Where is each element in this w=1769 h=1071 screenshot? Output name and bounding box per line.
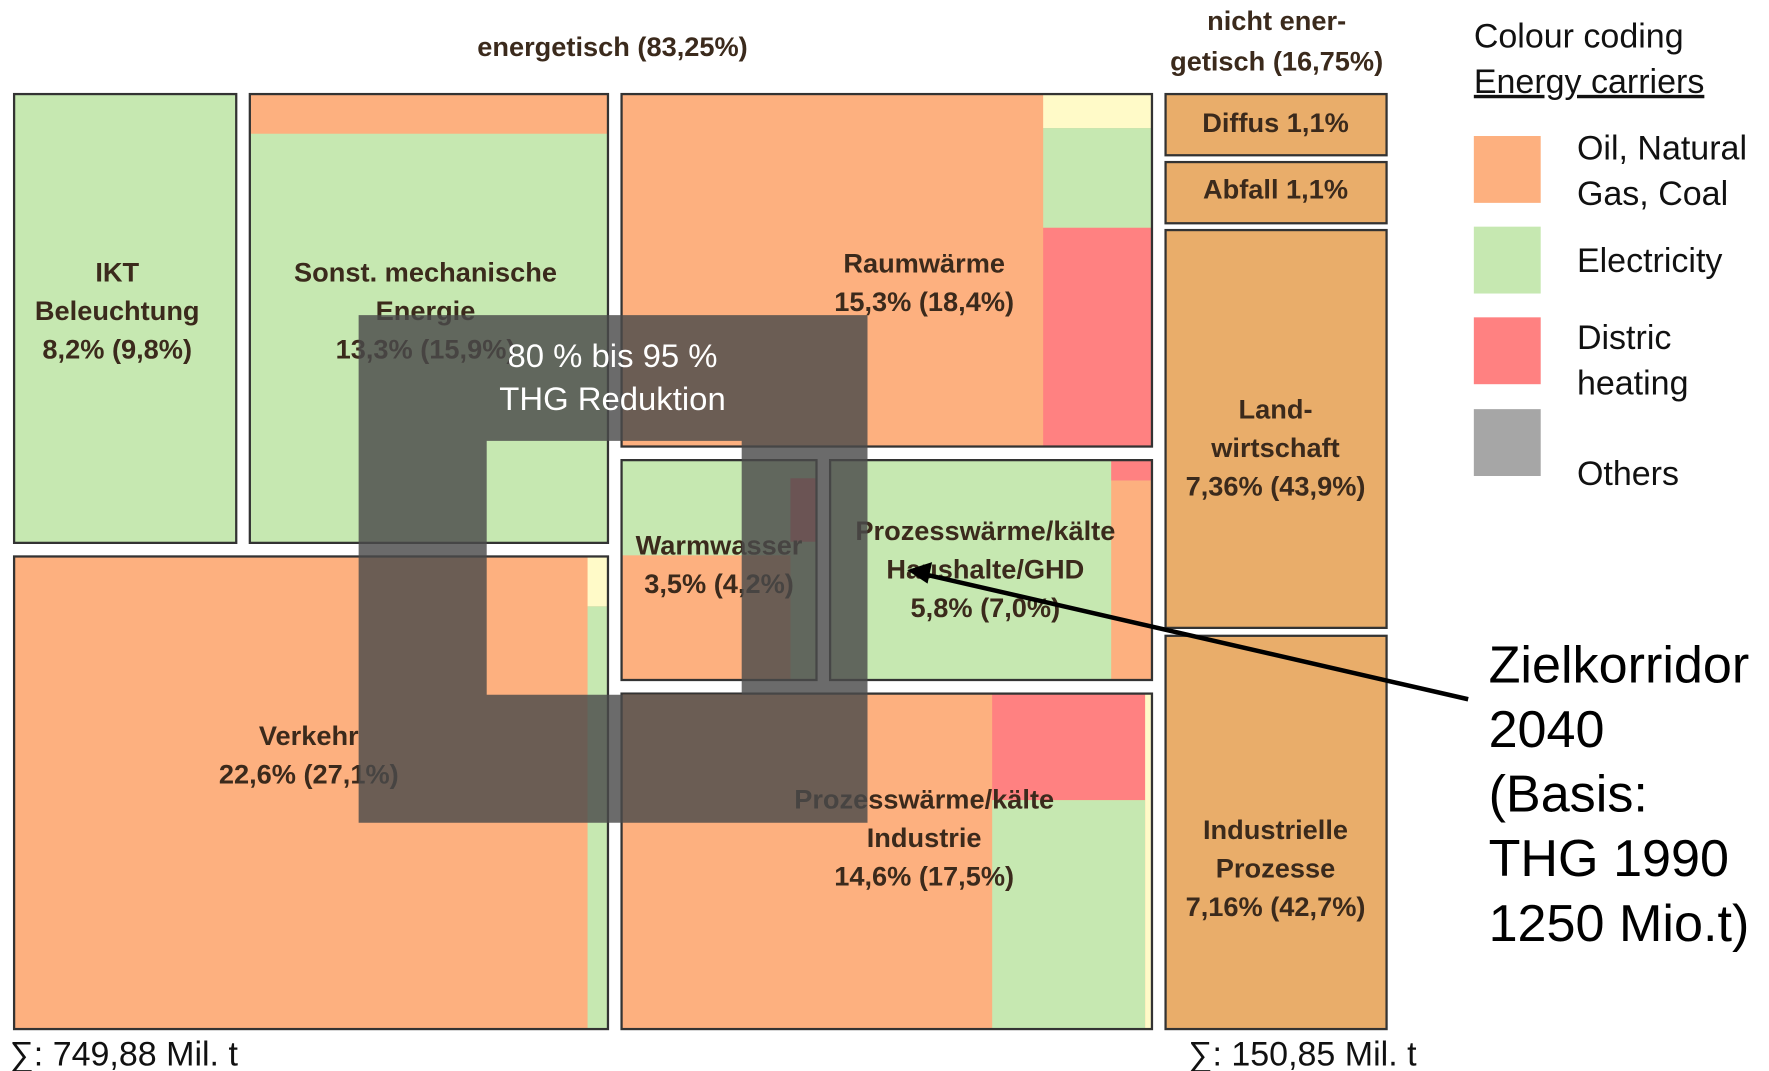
block-part <box>620 92 1154 448</box>
block-part <box>1164 634 1388 1031</box>
block-part <box>992 800 1146 1030</box>
block-part <box>1164 228 1388 629</box>
legend-title: Energy carriers <box>1474 63 1705 101</box>
block-label: Sonst. mechanische <box>294 256 557 287</box>
block-part <box>587 556 608 607</box>
block-label: 8,2% (9,8%) <box>42 334 192 365</box>
block-label: Industrie <box>867 822 982 853</box>
block-part <box>1111 460 1152 481</box>
annotation-label: 2040 <box>1489 701 1605 759</box>
annotation-label: 1250 Mio.t) <box>1489 895 1750 953</box>
block-label: 15,3% (18,4%) <box>834 286 1014 317</box>
legend-swatch <box>1473 226 1541 294</box>
legend-title: Colour coding <box>1474 18 1684 56</box>
legend-label: Gas, Coal <box>1577 175 1728 213</box>
block-label: Industrielle <box>1203 814 1348 845</box>
block-label: Verkehr <box>259 720 359 751</box>
arrow-head <box>907 562 933 584</box>
labels: IKT Beleuchtung 8,2% (9,8%) Sonst. mechanis… <box>10 5 1750 1071</box>
block-part <box>12 92 238 544</box>
legend-label: Oil, Natural <box>1577 130 1747 168</box>
block-label: Raumwärme <box>843 247 1005 278</box>
legend-label: heating <box>1577 364 1689 402</box>
block-part <box>620 692 1154 1031</box>
legend-label: Others <box>1577 455 1679 493</box>
legend-label: Distric <box>1577 319 1671 357</box>
block-label: 5,8% (7,0%) <box>911 592 1061 623</box>
block-label: IKT <box>95 256 139 287</box>
block-part <box>1165 230 1387 628</box>
overlay-label: 80 % bis 95 % <box>507 337 717 374</box>
annotation-label: (Basis: <box>1489 766 1648 824</box>
block-label: Prozesse <box>1216 853 1335 884</box>
right-title: nicht ener- <box>1207 5 1346 36</box>
block-label: Diffus 1,1% <box>1202 107 1349 138</box>
block-part <box>1043 128 1152 228</box>
overlay-label: THG Reduktion <box>499 380 725 417</box>
footer-right: ∑: 150,85 Mil. t <box>1188 1035 1417 1071</box>
right-title: getisch (16,75%) <box>1170 46 1383 77</box>
block-part <box>992 693 1146 801</box>
block-label: Prozesswärme/kälte <box>855 515 1115 546</box>
block-part <box>1145 693 1152 1030</box>
block-part <box>249 94 608 134</box>
legend-swatch <box>1473 317 1541 385</box>
target-overlay <box>358 315 868 823</box>
block-label: wirtschaft <box>1210 432 1339 463</box>
block-part <box>1111 480 1152 680</box>
block-part <box>1165 162 1387 224</box>
block-part <box>1165 94 1387 156</box>
left-title: energetisch (83,25%) <box>477 31 747 62</box>
legend-label: Electricity <box>1577 242 1722 280</box>
legend-swatch <box>1473 409 1541 476</box>
block-label: 14,6% (17,5%) <box>834 861 1014 892</box>
block-label: 7,36% (43,9%) <box>1186 471 1366 502</box>
block-part <box>1043 227 1152 447</box>
block-part <box>14 94 237 543</box>
block-label: 7,16% (42,7%) <box>1186 891 1366 922</box>
block-part <box>1043 94 1152 129</box>
annotation-arrow <box>920 571 1469 702</box>
block-label: Beleuchtung <box>35 295 200 326</box>
block-part <box>1164 160 1388 225</box>
block-part <box>830 460 1152 680</box>
annotation-label: Zielkorridor <box>1489 636 1750 694</box>
block-part <box>1164 92 1388 157</box>
block-part <box>1165 635 1387 1030</box>
footer-left: ∑: 749,88 Mil. t <box>10 1035 239 1071</box>
block-label: Land- <box>1239 394 1313 425</box>
block-label: Abfall 1,1% <box>1203 174 1348 205</box>
annotation-label: THG 1990 <box>1489 830 1729 888</box>
legend-swatch <box>1473 136 1541 203</box>
